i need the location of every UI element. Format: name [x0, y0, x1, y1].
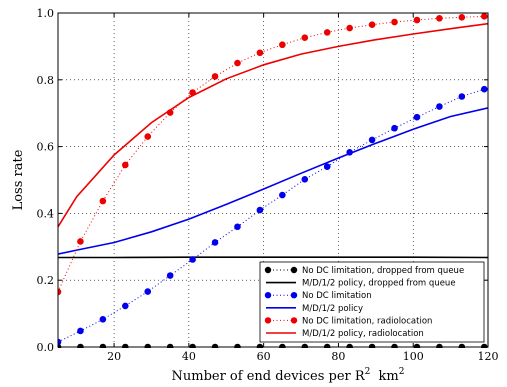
data-point — [279, 191, 286, 199]
x-tick-label: 120 — [478, 350, 499, 363]
data-point — [413, 16, 421, 24]
x-tick-label: 20 — [107, 350, 121, 363]
legend-box — [259, 261, 485, 343]
data-point — [256, 206, 264, 214]
data-point — [458, 14, 466, 21]
y-tick-label: 0.4 — [37, 207, 55, 220]
data-point — [77, 238, 84, 245]
legend-marker — [290, 292, 298, 299]
x-axis-label-suffix-superscript: 2 — [399, 367, 405, 377]
legend-marker — [264, 266, 272, 274]
series-line — [58, 107, 488, 255]
data-point — [122, 161, 129, 169]
data-point — [234, 223, 241, 231]
y-axis-label: Loss rate — [11, 149, 26, 210]
x-tick-label: 80 — [331, 350, 345, 363]
data-point — [413, 113, 421, 121]
series-4 — [58, 13, 488, 296]
axis-ticks: 20 40 60 80 100 120 0.0 0.2 0.4 0.6 0.8 1.0 — [37, 7, 499, 363]
legend-entry-label: No DC limitation, radiolocation — [302, 316, 432, 326]
data-point — [480, 85, 488, 93]
data-point — [166, 272, 174, 279]
data-point — [323, 163, 331, 170]
series-5 — [58, 22, 488, 228]
data-point — [77, 327, 84, 335]
legend-marker — [264, 292, 272, 299]
data-point — [301, 34, 309, 42]
x-axis-label-suffix: km — [379, 369, 399, 384]
x-axis-label-spacer — [370, 369, 374, 384]
data-point — [256, 49, 264, 57]
legend-marker — [290, 266, 298, 274]
data-point — [458, 93, 466, 100]
y-tick-label: 0.8 — [37, 74, 55, 87]
series-2 — [58, 85, 488, 346]
legend-entry-label: M/D/1/2 policy, radiolocation — [302, 329, 424, 339]
data-point — [211, 73, 219, 80]
data-point — [144, 133, 152, 140]
x-tick-label: 100 — [403, 350, 424, 363]
legend-entry-label: M/D/1/2 policy, dropped from queue — [302, 279, 456, 289]
series-line — [58, 22, 488, 228]
data-point — [99, 315, 107, 323]
series-3 — [58, 107, 488, 255]
x-axis-label: Number of end devices per R2 km2 — [172, 367, 405, 384]
legend-marker — [290, 317, 298, 324]
x-axis-label-main: Number of end devices per R — [172, 369, 366, 384]
data-point — [368, 136, 376, 144]
data-point — [211, 239, 219, 246]
data-point — [234, 59, 241, 67]
y-tick-label: 0.0 — [37, 341, 55, 354]
data-point — [122, 302, 129, 310]
y-tick-label: 0.2 — [37, 274, 55, 287]
data-point — [144, 288, 152, 295]
legend-entry-label: M/D/1/2 policy — [302, 304, 363, 314]
data-point — [391, 18, 398, 26]
series-dotted-line — [58, 88, 485, 343]
y-tick-label: 0.6 — [37, 141, 55, 154]
data-point — [480, 13, 488, 20]
data-point — [436, 103, 443, 110]
plot-frame — [57, 12, 489, 348]
legend-marker — [264, 317, 272, 324]
data-point — [436, 15, 443, 22]
y-tick-label: 1.0 — [37, 7, 55, 20]
legend: No DC limitation, dropped from queue M/D/… — [259, 261, 485, 343]
series-dotted-line — [58, 15, 485, 293]
data-point — [279, 41, 286, 49]
data-point — [58, 288, 62, 296]
data-point — [346, 24, 353, 32]
legend-entry-label: No DC limitation, dropped from queue — [302, 266, 464, 276]
data-point — [368, 21, 376, 28]
legend-entry-label: No DC limitation — [302, 291, 372, 301]
x-axis-label-superscript: 2 — [365, 367, 371, 377]
data-point — [391, 124, 398, 132]
data-point — [323, 29, 331, 36]
x-tick-label: 40 — [182, 350, 196, 363]
data-point — [189, 256, 196, 263]
data-point — [58, 338, 62, 346]
data-point — [99, 197, 107, 205]
data-point — [301, 176, 309, 183]
x-tick-label: 60 — [257, 350, 271, 363]
